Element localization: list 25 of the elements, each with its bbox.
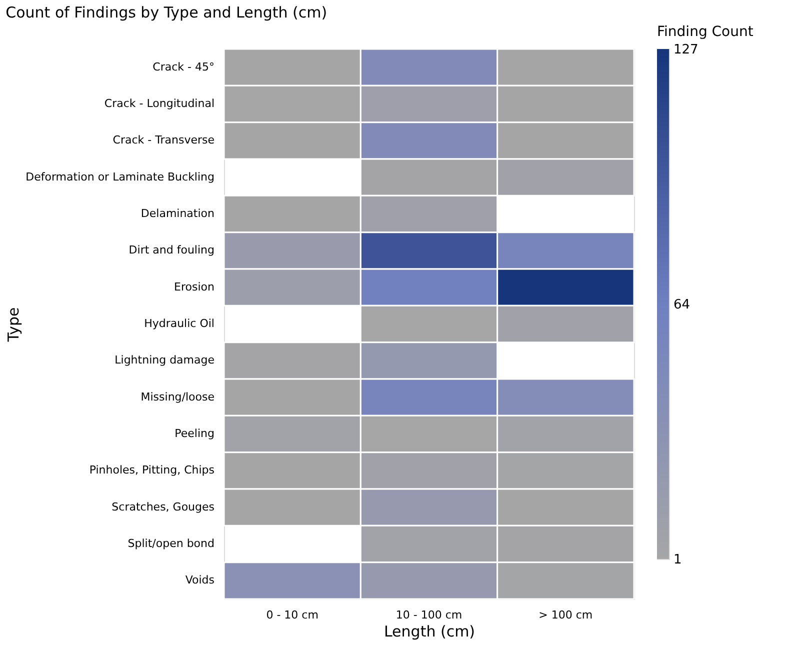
x-tick-label: 0 - 10 cm [266,608,318,622]
y-tick-label: Split/open bond [128,537,214,550]
x-axis-title: Length (cm) [384,622,476,640]
y-tick-label: Lightning damage [114,354,215,367]
y-tick-label: Hydraulic Oil [144,317,214,330]
color-bar-label: 1 [674,552,682,568]
x-tick-label: > 100 cm [538,608,593,622]
y-tick-label: Crack - Transverse [112,134,215,147]
y-tick-label: Peeling [174,427,214,440]
y-axis-title: Type [4,307,23,343]
y-tick-label: Dirt and fouling [128,244,214,257]
y-tick-label: Erosion [174,280,215,294]
y-tick-label: Scratches, Gouges [112,500,215,514]
y-tick-label: Pinholes, Pitting, Chips [89,464,215,477]
legend-title: Finding Count [657,24,754,40]
y-tick-label: Crack - 45° [152,60,214,74]
x-tick-label: 10 - 100 cm [396,608,462,622]
color-bar-label: 64 [674,298,690,312]
y-tick-label: Crack - Longitudinal [104,97,214,110]
color-bar-label: 127 [674,42,698,58]
y-tick-label: Voids [185,574,215,587]
y-tick-label: Missing/loose [140,390,215,404]
chart-title: Count of Findings by Type and Length (cm) [6,4,328,22]
y-tick-label: Deformation or Laminate Buckling [26,170,214,184]
y-tick-label: Delamination [140,207,215,220]
